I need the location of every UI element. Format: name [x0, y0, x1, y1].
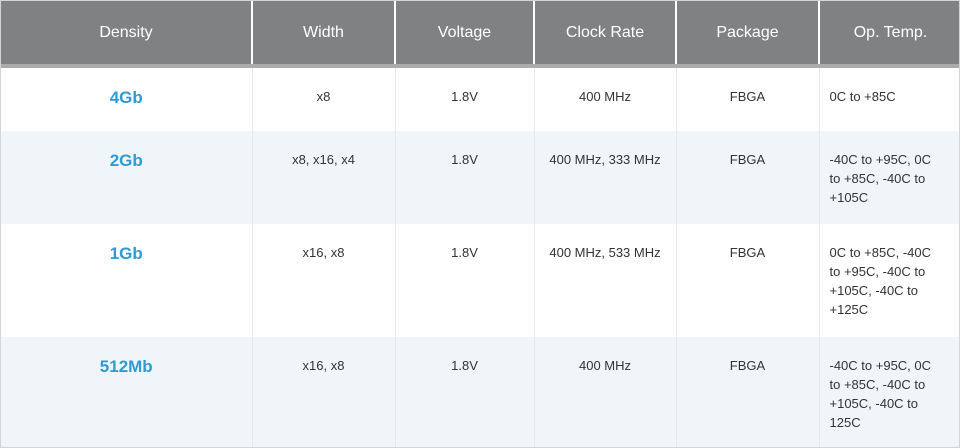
- column-header-clock-rate: Clock Rate: [534, 1, 677, 68]
- density-link[interactable]: 2Gb: [109, 151, 143, 170]
- cell-width: x8, x16, x4: [252, 131, 396, 224]
- cell-op-temp: 0C to +85C, -40C to +95C, -40C to +105C,…: [819, 224, 959, 337]
- cell-density: 512Mb: [1, 337, 253, 447]
- cell-width: x16, x8: [252, 337, 396, 447]
- cell-op-temp: -40C to +95C, 0C to +85C, -40C to +105C: [819, 131, 959, 224]
- column-header-voltage: Voltage: [395, 1, 535, 68]
- cell-voltage: 1.8V: [395, 337, 535, 447]
- cell-density: 1Gb: [1, 224, 253, 337]
- cell-density: 2Gb: [1, 131, 253, 224]
- column-header-package: Package: [676, 1, 820, 68]
- cell-width: x8: [252, 66, 396, 131]
- cell-package: FBGA: [676, 131, 820, 224]
- cell-package: FBGA: [676, 224, 820, 337]
- column-header-width: Width: [252, 1, 396, 68]
- table-row: 2Gb x8, x16, x4 1.8V 400 MHz, 333 MHz FB…: [1, 131, 959, 224]
- cell-voltage: 1.8V: [395, 224, 535, 337]
- column-header-density: Density: [1, 1, 253, 68]
- cell-clock-rate: 400 MHz: [534, 66, 677, 131]
- table-header: Density Width Voltage Clock Rate Package…: [1, 1, 959, 68]
- cell-width: x16, x8: [252, 224, 396, 337]
- cell-voltage: 1.8V: [395, 66, 535, 131]
- cell-package: FBGA: [676, 66, 820, 131]
- table-row: 1Gb x16, x8 1.8V 400 MHz, 533 MHz FBGA 0…: [1, 224, 959, 337]
- cell-voltage: 1.8V: [395, 131, 535, 224]
- header-row: Density Width Voltage Clock Rate Package…: [1, 1, 959, 68]
- cell-op-temp: 0C to +85C: [819, 66, 959, 131]
- cell-op-temp: -40C to +95C, 0C to +85C, -40C to +105C,…: [819, 337, 959, 447]
- density-link[interactable]: 1Gb: [109, 244, 143, 263]
- table-row: 512Mb x16, x8 1.8V 400 MHz FBGA -40C to …: [1, 337, 959, 447]
- table-body: 4Gb x8 1.8V 400 MHz FBGA 0C to +85C 2Gb …: [1, 66, 959, 447]
- column-header-op-temp: Op. Temp.: [819, 1, 959, 68]
- density-link[interactable]: 512Mb: [99, 357, 153, 376]
- cell-clock-rate: 400 MHz, 333 MHz: [534, 131, 677, 224]
- cell-clock-rate: 400 MHz: [534, 337, 677, 447]
- cell-package: FBGA: [676, 337, 820, 447]
- density-link[interactable]: 4Gb: [109, 88, 143, 107]
- cell-density: 4Gb: [1, 66, 253, 131]
- table-row: 4Gb x8 1.8V 400 MHz FBGA 0C to +85C: [1, 66, 959, 131]
- cell-clock-rate: 400 MHz, 533 MHz: [534, 224, 677, 337]
